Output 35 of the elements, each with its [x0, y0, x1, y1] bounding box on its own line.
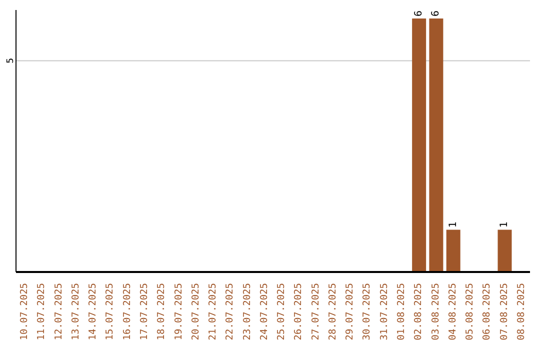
- x-tick-label: 26.07.2025: [293, 283, 304, 340]
- x-tick-label: 10.07.2025: [19, 283, 30, 340]
- x-tick-label: 01.08.2025: [396, 283, 407, 340]
- data-label: 6: [430, 10, 442, 16]
- y-tick-label: 5: [6, 58, 16, 64]
- x-tick-label: 17.07.2025: [139, 283, 150, 340]
- x-tick-label: 05.08.2025: [464, 283, 476, 340]
- x-tick-label: 03.08.2025: [430, 283, 442, 340]
- x-tick-label: 06.08.2025: [482, 283, 493, 340]
- x-tick-label: 18.07.2025: [156, 283, 168, 340]
- x-tick-label: 27.07.2025: [310, 283, 322, 340]
- x-tick-label: 12.07.2025: [53, 283, 64, 340]
- x-tick-label: 23.07.2025: [242, 283, 253, 340]
- x-tick-label: 28.07.2025: [327, 283, 338, 340]
- x-tick-label: 24.07.2025: [258, 283, 270, 340]
- x-tick-label: 30.07.2025: [362, 283, 373, 340]
- x-tick-label: 21.07.2025: [208, 283, 219, 340]
- data-label: 6: [414, 10, 425, 16]
- x-tick-label: 15.07.2025: [104, 283, 116, 340]
- x-tick-label: 08.08.2025: [516, 283, 527, 340]
- x-tick-label: 13.07.2025: [70, 283, 82, 340]
- x-tick-label: 29.07.2025: [344, 283, 356, 340]
- x-tick-label: 19.07.2025: [173, 283, 184, 340]
- x-tick-label: 07.08.2025: [498, 283, 510, 340]
- x-tick-label: 11.07.2025: [36, 283, 48, 340]
- x-tick-label: 22.07.2025: [224, 283, 236, 340]
- x-tick-label: 25.07.2025: [276, 283, 288, 340]
- x-tick-label: 02.08.2025: [413, 283, 424, 340]
- x-tick-label: 31.07.2025: [378, 283, 390, 340]
- x-tick-label: 04.08.2025: [447, 283, 458, 340]
- x-tick-label: 14.07.2025: [88, 283, 99, 340]
- x-tick-label: 16.07.2025: [122, 283, 133, 340]
- x-tick-label: 20.07.2025: [190, 283, 202, 340]
- data-label: 1: [499, 222, 510, 228]
- data-label: 1: [448, 222, 459, 228]
